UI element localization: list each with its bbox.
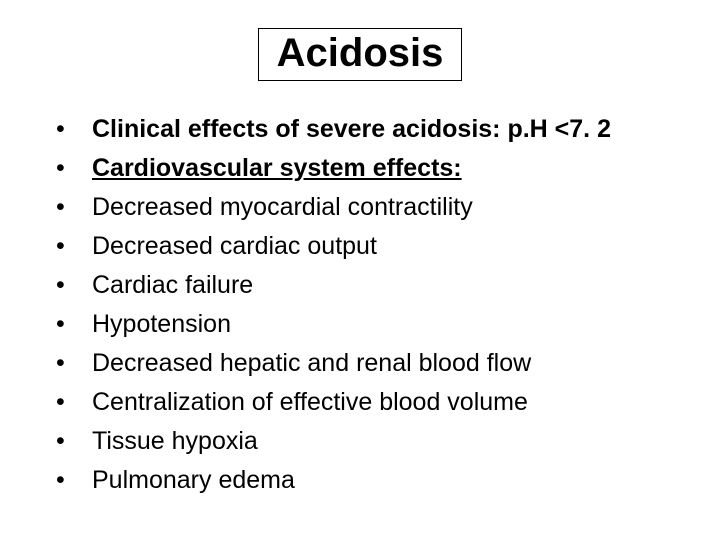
list-item-text: Cardiac failure [92, 269, 253, 302]
list-item: •Clinical effects of severe acidosis: p.… [56, 113, 690, 146]
list-item: •Cardiovascular system effects: [56, 152, 690, 185]
bullet-icon: • [56, 230, 92, 263]
list-item: •Pulmonary edema [56, 464, 690, 497]
list-item-text: Clinical effects of severe acidosis: p.H… [92, 113, 611, 146]
slide-title: Acidosis [258, 28, 463, 81]
title-container: Acidosis [30, 28, 690, 81]
bullet-icon: • [56, 191, 92, 224]
list-item-text: Decreased cardiac output [92, 230, 377, 263]
list-item: •Decreased hepatic and renal blood flow [56, 347, 690, 380]
bullet-list: •Clinical effects of severe acidosis: p.… [30, 113, 690, 497]
list-item-text: Decreased myocardial contractility [92, 191, 473, 224]
bullet-icon: • [56, 308, 92, 341]
list-item: •Decreased cardiac output [56, 230, 690, 263]
list-item-text: Tissue hypoxia [92, 425, 258, 458]
list-item-text: Centralization of effective blood volume [92, 386, 528, 419]
list-item: •Tissue hypoxia [56, 425, 690, 458]
list-item-text: Cardiovascular system effects: [92, 152, 462, 185]
list-item-text: Pulmonary edema [92, 464, 295, 497]
bullet-icon: • [56, 113, 92, 146]
bullet-icon: • [56, 425, 92, 458]
list-item: •Hypotension [56, 308, 690, 341]
list-item: •Centralization of effective blood volum… [56, 386, 690, 419]
list-item: •Cardiac failure [56, 269, 690, 302]
list-item: •Decreased myocardial contractility [56, 191, 690, 224]
bullet-icon: • [56, 386, 92, 419]
list-item-text: Decreased hepatic and renal blood flow [92, 347, 531, 380]
bullet-icon: • [56, 464, 92, 497]
bullet-icon: • [56, 269, 92, 302]
bullet-icon: • [56, 152, 92, 185]
bullet-icon: • [56, 347, 92, 380]
list-item-text: Hypotension [92, 308, 231, 341]
